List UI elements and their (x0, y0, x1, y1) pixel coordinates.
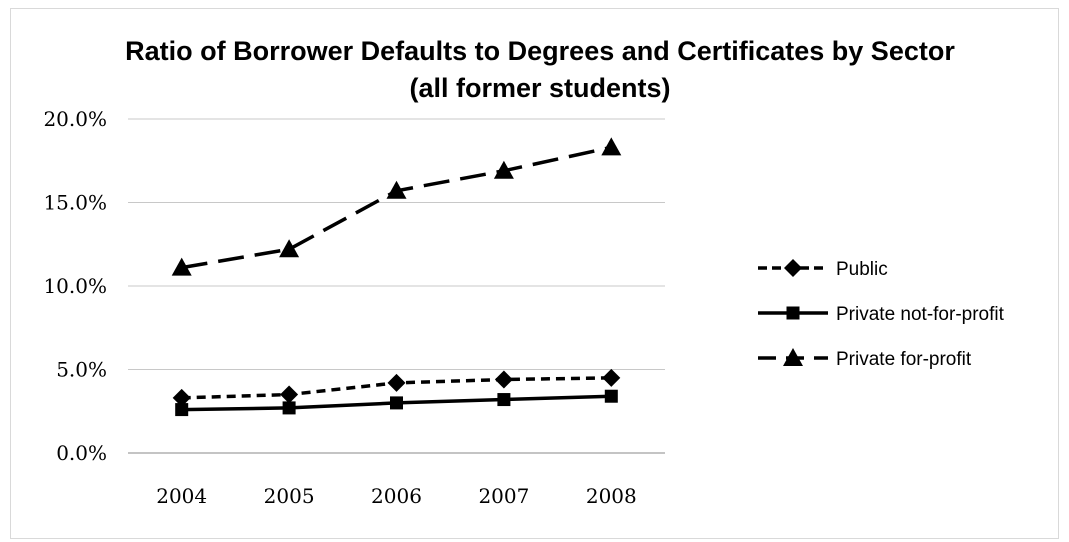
legend: Public Private not-for-profit Private for-… (758, 259, 1005, 370)
square-marker (390, 396, 403, 410)
series-lines (171, 137, 622, 417)
x-tick-label: 2006 (371, 484, 422, 508)
y-axis-ticks: 0.0% 5.0% 10.0% 15.0% 20.0% (43, 107, 107, 465)
legend-label: Public (836, 259, 888, 280)
triangle-marker (386, 180, 407, 199)
gridlines (128, 118, 665, 454)
x-tick-label: 2007 (478, 484, 529, 508)
x-tick-label: 2004 (156, 484, 207, 508)
triangle-marker (493, 160, 514, 179)
square-marker (175, 403, 189, 417)
diamond-marker (784, 259, 802, 277)
diamond-marker (602, 368, 621, 387)
diamond-marker (387, 373, 406, 392)
series-3 (171, 137, 622, 276)
square-marker (497, 393, 511, 407)
triangle-marker (783, 348, 803, 366)
series-2 (175, 389, 618, 417)
y-tick-label: 15.0% (43, 191, 107, 215)
triangle-marker (601, 137, 622, 156)
diamond-marker (172, 388, 191, 407)
square-marker (786, 306, 800, 320)
legend-item: Public (758, 259, 888, 280)
square-marker (604, 389, 618, 403)
legend-label: Private not-for-profit (836, 304, 1005, 325)
series-1 (172, 368, 621, 407)
square-marker (282, 401, 296, 415)
x-axis-ticks: 2004 2005 2006 2007 2008 (156, 484, 637, 508)
x-tick-label: 2005 (264, 484, 315, 508)
legend-item: Private for-profit (758, 348, 972, 370)
triangle-marker (279, 239, 300, 258)
series-line (181, 145, 612, 270)
y-tick-label: 5.0% (56, 358, 107, 382)
chart-subtitle: (all former students) (409, 73, 670, 103)
y-tick-label: 10.0% (43, 274, 107, 298)
triangle-marker (171, 257, 192, 276)
x-tick-label: 2008 (586, 484, 637, 508)
legend-item: Private not-for-profit (758, 304, 1005, 325)
diamond-marker (280, 385, 299, 404)
chart-title: Ratio of Borrower Defaults to Degrees an… (125, 36, 955, 66)
y-tick-label: 20.0% (43, 107, 107, 131)
legend-label: Private for-profit (836, 349, 972, 370)
y-tick-label: 0.0% (56, 441, 107, 465)
diamond-marker (494, 370, 513, 389)
